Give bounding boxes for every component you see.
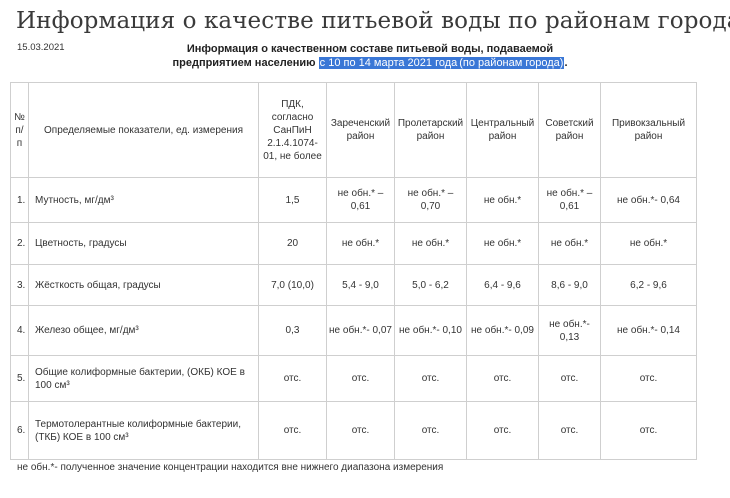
cell-num: 2. (10, 222, 29, 265)
cell-proletarsky: отс. (394, 355, 467, 402)
cell-pdk: отс. (258, 355, 327, 402)
cell-num: 5. (10, 355, 29, 402)
cell-centralny: отс. (466, 355, 539, 402)
cell-sovetsky: 8,6 - 9,0 (538, 264, 601, 306)
cell-privokzalny: 6,2 - 9,6 (600, 264, 697, 306)
cell-zarechensky: 5,4 - 9,0 (326, 264, 395, 306)
highlighted-district[interactable]: (по районам города) (458, 57, 565, 69)
header-proletarsky: Пролетарский район (394, 82, 467, 178)
cell-privokzalny: не обн.*- 0,14 (600, 305, 697, 356)
cell-sovetsky: отс. (538, 401, 601, 460)
cell-indicator: Общие колиформные бактерии, (ОКБ) КОЕ в … (28, 355, 259, 402)
cell-proletarsky: не обн.* (394, 222, 467, 265)
header-centralny: Центральный район (466, 82, 539, 178)
cell-zarechensky: не обн.*- 0,07 (326, 305, 395, 356)
cell-pdk: 20 (258, 222, 327, 265)
cell-centralny: 6,4 - 9,6 (466, 264, 539, 306)
cell-proletarsky: не обн.* – 0,70 (394, 177, 467, 223)
page-title: Информация о качестве питьевой воды по р… (16, 8, 730, 34)
cell-indicator: Жёсткость общая, градусы (28, 264, 259, 306)
cell-centralny: не обн.* (466, 177, 539, 223)
cell-num: 4. (10, 305, 29, 356)
cell-pdk: 0,3 (258, 305, 327, 356)
cell-privokzalny: отс. (600, 355, 697, 402)
cell-zarechensky: не обн.* – 0,61 (326, 177, 395, 223)
table-row: 6. Термотолерантные колиформные бактерии… (10, 401, 697, 460)
cell-pdk: отс. (258, 401, 327, 460)
highlighted-period[interactable]: с 10 по 14 марта 2021 года (318, 57, 459, 69)
cell-indicator: Мутность, мг/дм³ (28, 177, 259, 223)
cell-privokzalny: отс. (600, 401, 697, 460)
cell-centralny: отс. (466, 401, 539, 460)
cell-proletarsky: не обн.*- 0,10 (394, 305, 467, 356)
table-row: 5. Общие колиформные бактерии, (ОКБ) КОЕ… (10, 355, 697, 402)
table-subheading: Информация о качественном составе питьев… (160, 42, 580, 70)
table-row: 4. Железо общее, мг/дм³ 0,3 не обн.*- 0,… (10, 305, 697, 356)
cell-num: 1. (10, 177, 29, 223)
cell-zarechensky: отс. (326, 355, 395, 402)
cell-zarechensky: отс. (326, 401, 395, 460)
subheading-prefix: предприятием населению (172, 57, 316, 69)
header-pdk: ПДК, согласно СанПиН 2.1.4.1074-01, не б… (258, 82, 327, 178)
table-header-row: № п/ п Определяемые показатели, ед. изме… (10, 82, 697, 178)
header-num: № п/ п (10, 82, 29, 178)
subheading-suffix: . (564, 57, 568, 69)
header-sovetsky: Советский район (538, 82, 601, 178)
cell-pdk: 7,0 (10,0) (258, 264, 327, 306)
cell-pdk: 1,5 (258, 177, 327, 223)
table-row: 1. Мутность, мг/дм³ 1,5 не обн.* – 0,61 … (10, 177, 697, 223)
table-row: 2. Цветность, градусы 20 не обн.* не обн… (10, 222, 697, 265)
cell-sovetsky: не обн.* – 0,61 (538, 177, 601, 223)
cell-zarechensky: не обн.* (326, 222, 395, 265)
cell-privokzalny: не обн.*- 0,64 (600, 177, 697, 223)
cell-centralny: не обн.* (466, 222, 539, 265)
cell-sovetsky: не обн.* (538, 222, 601, 265)
cell-sovetsky: не обн.*- 0,13 (538, 305, 601, 356)
table-row: 3. Жёсткость общая, градусы 7,0 (10,0) 5… (10, 264, 697, 306)
publication-date: 15.03.2021 (17, 42, 65, 53)
cell-proletarsky: 5,0 - 6,2 (394, 264, 467, 306)
header-privokzalny: Привокзальный район (600, 82, 697, 178)
cell-num: 3. (10, 264, 29, 306)
subheading-line-1: Информация о качественном составе питьев… (186, 43, 554, 55)
footnote: не обн.*- полученное значение концентрац… (17, 462, 444, 473)
water-quality-table: № п/ п Определяемые показатели, ед. изме… (10, 82, 697, 460)
cell-num: 6. (10, 401, 29, 460)
cell-sovetsky: отс. (538, 355, 601, 402)
cell-indicator: Термотолерантные колиформные бактерии, (… (28, 401, 259, 460)
cell-centralny: не обн.*- 0,09 (466, 305, 539, 356)
cell-proletarsky: отс. (394, 401, 467, 460)
header-zarechensky: Зареченский район (326, 82, 395, 178)
subheading-line-2: предприятием населению с 10 по 14 марта … (160, 56, 580, 70)
cell-indicator: Железо общее, мг/дм³ (28, 305, 259, 356)
cell-indicator: Цветность, градусы (28, 222, 259, 265)
cell-privokzalny: не обн.* (600, 222, 697, 265)
header-indicator: Определяемые показатели, ед. измерения (28, 82, 259, 178)
